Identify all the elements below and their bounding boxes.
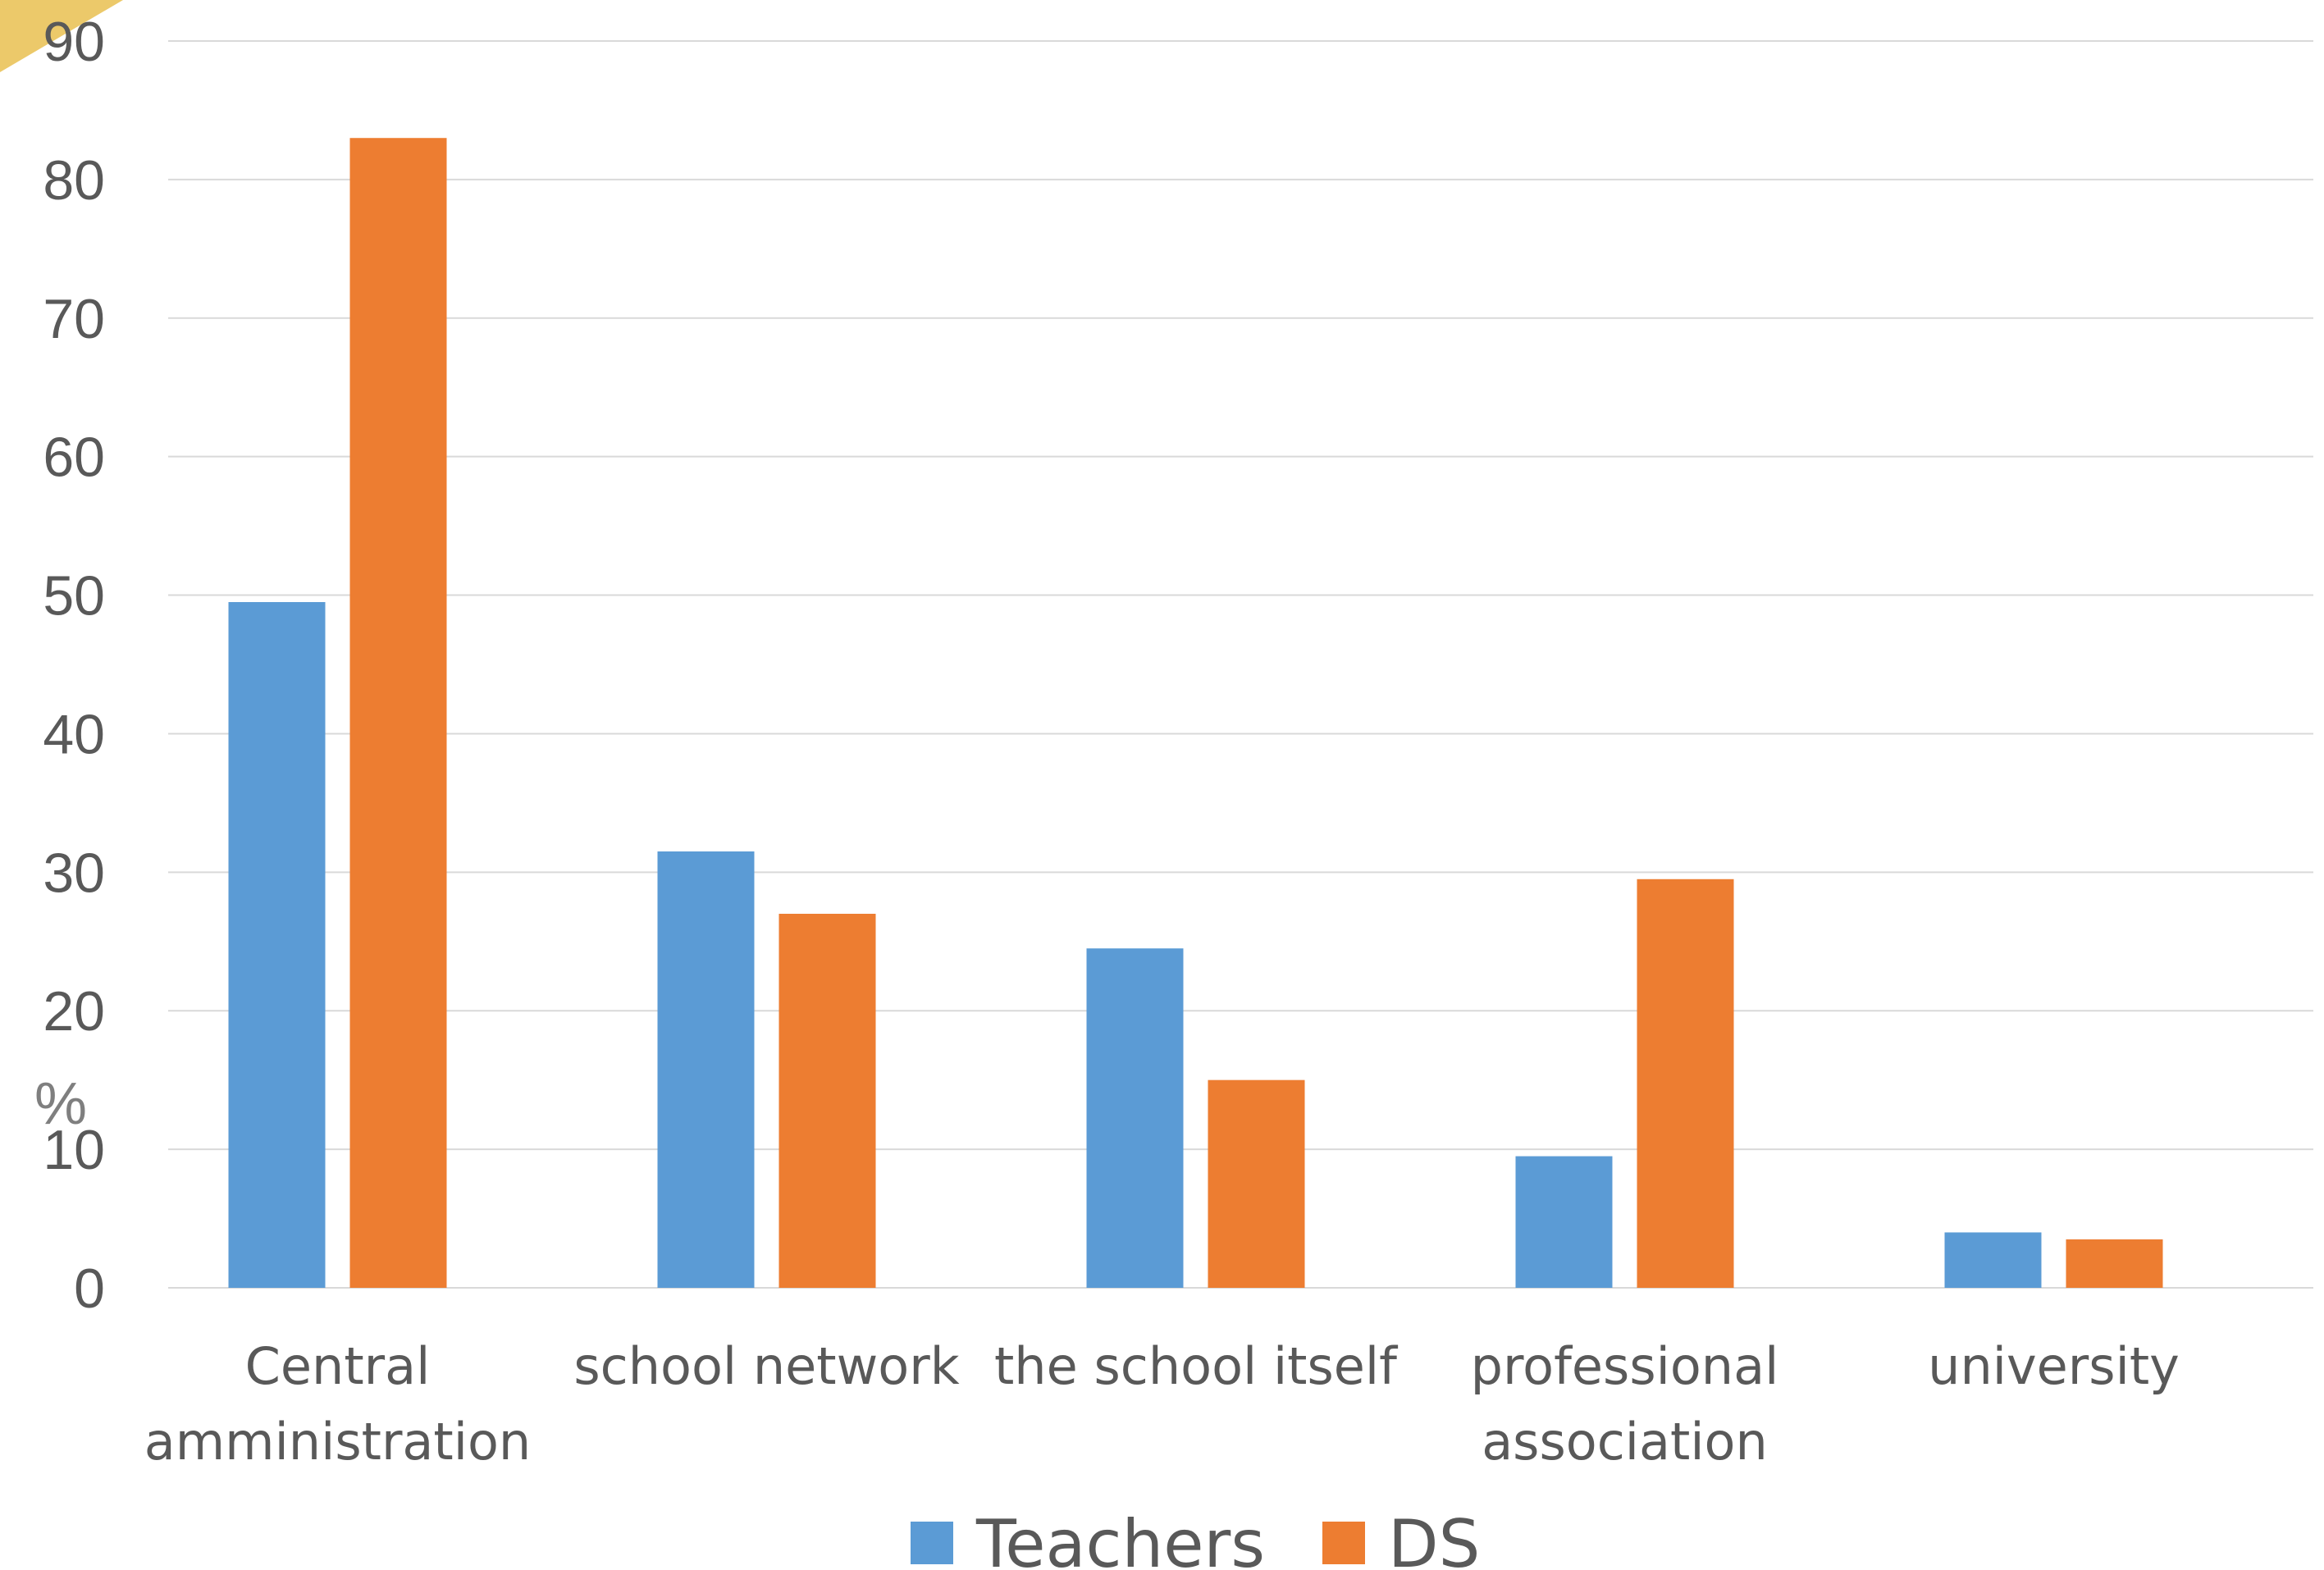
x-category-label: university bbox=[1928, 1336, 2180, 1396]
bar-teachers bbox=[228, 602, 326, 1288]
bar-teachers bbox=[1944, 1232, 2042, 1288]
y-tick-label: 40 bbox=[43, 703, 105, 765]
x-category-label: Central bbox=[245, 1336, 431, 1396]
y-tick-label: 70 bbox=[43, 288, 105, 350]
bars bbox=[228, 138, 2163, 1289]
y-tick-label: 20 bbox=[43, 980, 105, 1043]
y-axis-label: % bbox=[34, 1071, 87, 1137]
y-tick-label: 50 bbox=[43, 565, 105, 628]
y-tick-label: 10 bbox=[43, 1119, 105, 1181]
bar-ds bbox=[1208, 1079, 1305, 1288]
y-tick-label: 80 bbox=[43, 149, 105, 212]
x-category-label: professional bbox=[1471, 1336, 1779, 1396]
legend: Teachers DS bbox=[911, 1506, 1480, 1570]
y-tick-label: 90 bbox=[43, 11, 105, 73]
legend-label-ds: DS bbox=[1388, 1506, 1480, 1570]
bar-ds bbox=[1637, 879, 1734, 1288]
x-axis-category-labels: Central amministration school network the s… bbox=[144, 1336, 2180, 1472]
y-tick-label: 30 bbox=[43, 842, 105, 904]
bar-ds bbox=[778, 914, 876, 1288]
corner-decoration bbox=[0, 0, 123, 72]
y-tick-label: 0 bbox=[74, 1257, 105, 1320]
legend-swatch-ds bbox=[1322, 1522, 1365, 1564]
legend-label-teachers: Teachers bbox=[975, 1506, 1265, 1570]
bar-teachers bbox=[1515, 1156, 1613, 1288]
x-category-label: school network bbox=[573, 1336, 959, 1396]
x-category-label: the school itself bbox=[994, 1336, 1399, 1396]
bar-ds bbox=[2066, 1239, 2163, 1288]
bar-teachers bbox=[657, 851, 755, 1288]
bar-teachers bbox=[1086, 948, 1184, 1288]
y-axis-tick-labels: 0 10 20 30 40 50 60 70 80 90 bbox=[43, 11, 105, 1320]
bar-ds bbox=[349, 138, 447, 1289]
x-category-label: association bbox=[1482, 1412, 1768, 1472]
y-tick-label: 60 bbox=[43, 427, 105, 489]
legend-swatch-teachers bbox=[911, 1522, 953, 1564]
x-category-label: amministration bbox=[144, 1412, 531, 1472]
